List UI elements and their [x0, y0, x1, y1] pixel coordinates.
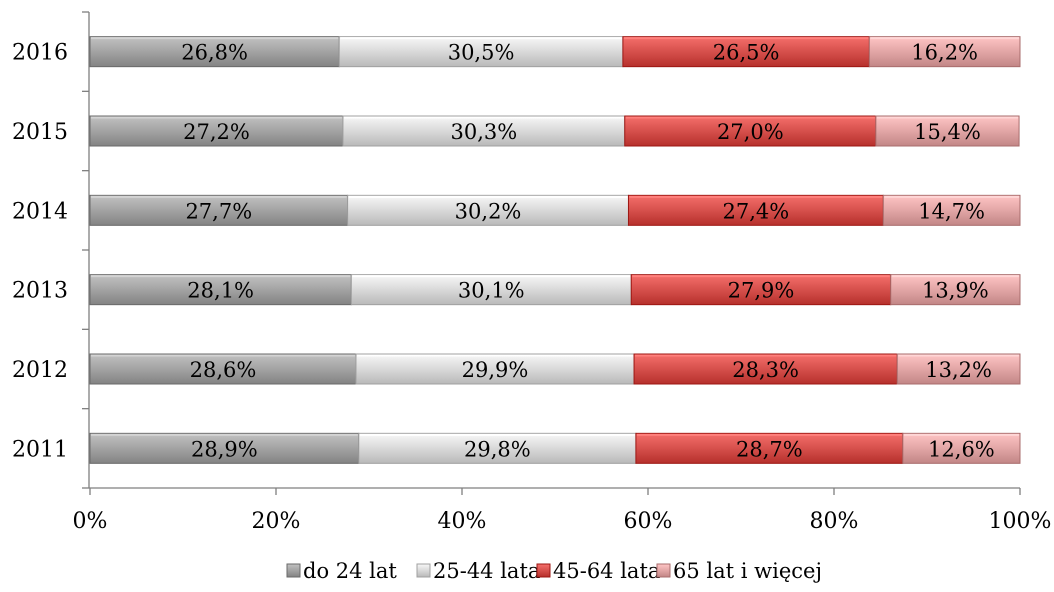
data-label: 30,1% [458, 279, 525, 303]
data-label: 26,8% [181, 41, 248, 65]
x-tick-label: 80% [810, 509, 859, 534]
data-label: 13,9% [922, 279, 989, 303]
bar-segment [355, 353, 635, 385]
bar-segment [622, 36, 870, 68]
data-label: 26,5% [713, 41, 780, 65]
x-axis: 0% 20% 40% 60% 80% 100% [73, 487, 1052, 534]
bar-segment [89, 115, 344, 147]
bar-segment [350, 274, 632, 306]
data-label: 27,0% [717, 120, 784, 144]
category-label: 2013 [12, 279, 68, 304]
legend-label: do 24 lat [303, 559, 397, 583]
category-label: 2015 [12, 120, 68, 145]
legend-item: 25-44 lata [416, 559, 540, 583]
bar-segment [902, 432, 1021, 464]
data-label: 30,3% [450, 120, 517, 144]
bar-segment [890, 274, 1021, 306]
x-tick-label: 20% [252, 509, 301, 534]
legend-swatch [416, 563, 431, 578]
x-tick-label: 0% [73, 509, 108, 534]
bar-segment [627, 194, 884, 226]
bar-segment [358, 432, 637, 464]
data-label: 28,3% [732, 358, 799, 382]
category-label: 2014 [12, 199, 68, 224]
legend: do 24 lat 25-44 lata 45-64 lata 65 lat i wi… [286, 559, 822, 583]
data-label: 27,7% [185, 199, 252, 223]
category-label: 2016 [12, 41, 68, 66]
bar-segment [89, 194, 349, 226]
x-tick-label: 60% [624, 509, 673, 534]
data-label: 27,9% [728, 279, 795, 303]
x-tick-label: 40% [438, 509, 487, 534]
bar-segment [342, 115, 626, 147]
legend-swatch [656, 563, 671, 578]
category-label: 2011 [12, 437, 68, 462]
bar-segment [882, 194, 1021, 226]
bar-segment [630, 274, 892, 306]
data-label: 16,2% [911, 41, 978, 65]
legend-label: 45-64 lata [553, 559, 660, 583]
legend-label: 65 lat i więcej [673, 559, 822, 583]
data-label: 28,9% [191, 437, 258, 461]
data-label: 28,7% [736, 437, 803, 461]
bar-segment [875, 115, 1020, 147]
bar-segment [89, 36, 340, 68]
data-label: 14,7% [918, 199, 985, 223]
bar-segment [868, 36, 1021, 68]
data-label: 15,4% [914, 120, 981, 144]
legend-item: 65 lat i więcej [656, 559, 822, 583]
data-label: 13,2% [925, 358, 992, 382]
bar-segment [89, 353, 357, 385]
legend-item: 45-64 lata [536, 559, 660, 583]
bars: 26,8% 30,5% 26,5% 16,2% 27,2% 30,3% 27,0% 15,4%… [89, 36, 1021, 464]
data-label: 29,8% [464, 437, 531, 461]
bar-segment [89, 274, 352, 306]
data-label: 30,2% [455, 199, 522, 223]
legend-swatch [536, 563, 551, 578]
bar-segment [338, 36, 624, 68]
legend-item: do 24 lat [286, 559, 397, 583]
category-label: 2012 [12, 358, 68, 383]
bar-segment [635, 432, 904, 464]
data-label: 30,5% [448, 41, 515, 65]
y-axis: 2016 2015 2014 2013 2012 2011 [12, 11, 90, 489]
bar-segment [347, 194, 629, 226]
data-label: 28,6% [190, 358, 257, 382]
x-tick-label: 100% [989, 509, 1052, 534]
data-label: 28,1% [187, 279, 254, 303]
legend-label: 25-44 lata [433, 559, 540, 583]
data-label: 29,9% [462, 358, 529, 382]
bar-segment [896, 353, 1021, 385]
bar-segment [633, 353, 898, 385]
data-label: 12,6% [928, 437, 995, 461]
data-label: 27,4% [723, 199, 790, 223]
bar-segment [89, 432, 360, 464]
legend-swatch [286, 563, 301, 578]
data-label: 27,2% [183, 120, 250, 144]
